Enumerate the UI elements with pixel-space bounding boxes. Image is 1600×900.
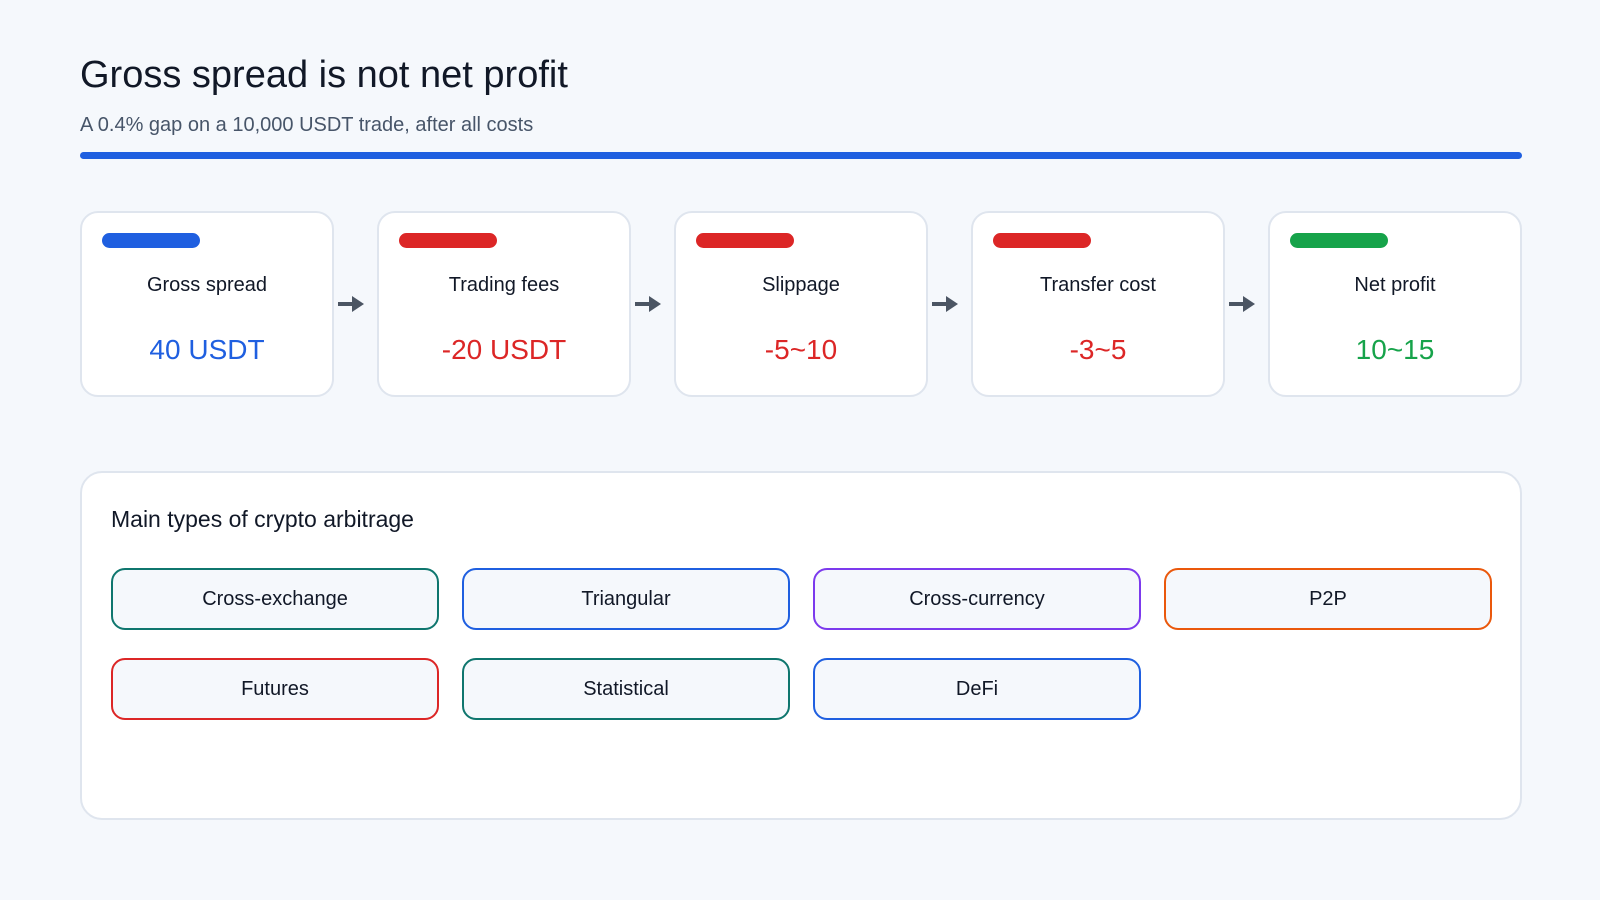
step-value: -5~10 (764, 334, 838, 365)
step-label: Gross spread (146, 274, 268, 296)
flow-arrow-icon (1229, 296, 1255, 312)
step-color-bar (1290, 233, 1388, 248)
profit-flow: Gross spread 40 USDT Trading fees -20 US… (80, 211, 1522, 401)
type-chip-triangular[interactable]: Triangular (462, 568, 790, 630)
flow-arrow-icon (635, 296, 661, 312)
step-label: Slippage (762, 274, 840, 296)
page-title: Gross spread is not net profit (80, 54, 568, 96)
step-label: Trading fees (448, 274, 560, 296)
step-card-trading-fees: Trading fees -20 USDT (377, 211, 631, 397)
step-card-gross-spread: Gross spread 40 USDT (80, 211, 334, 397)
type-chip-cross-exchange[interactable]: Cross-exchange (111, 568, 439, 630)
types-panel-title: Main types of crypto arbitrage (111, 506, 414, 532)
step-value: 10~15 (1355, 334, 1435, 365)
page-subtitle: A 0.4% gap on a 10,000 USDT trade, after… (80, 114, 534, 136)
flow-arrow-icon (932, 296, 958, 312)
step-card-net-profit: Net profit 10~15 (1268, 211, 1522, 397)
type-chip-p2p[interactable]: P2P (1164, 568, 1492, 630)
flow-arrow-icon (338, 296, 364, 312)
title-divider (80, 152, 1522, 159)
step-color-bar (696, 233, 794, 248)
type-chip-statistical[interactable]: Statistical (462, 658, 790, 720)
step-value: 40 USDT (149, 334, 265, 365)
type-chip-cross-currency[interactable]: Cross-currency (813, 568, 1141, 630)
type-chip-futures[interactable]: Futures (111, 658, 439, 720)
type-chip-defi[interactable]: DeFi (813, 658, 1141, 720)
step-card-transfer-cost: Transfer cost -3~5 (971, 211, 1225, 397)
step-label: Transfer cost (1040, 274, 1156, 296)
step-card-slippage: Slippage -5~10 (674, 211, 928, 397)
step-value: -20 USDT (441, 334, 567, 365)
step-label: Net profit (1354, 274, 1436, 296)
step-color-bar (993, 233, 1091, 248)
arbitrage-types-panel: Main types of crypto arbitrage Cross-exc… (80, 471, 1522, 820)
step-color-bar (102, 233, 200, 248)
step-color-bar (399, 233, 497, 248)
step-value: -3~5 (1069, 334, 1127, 365)
